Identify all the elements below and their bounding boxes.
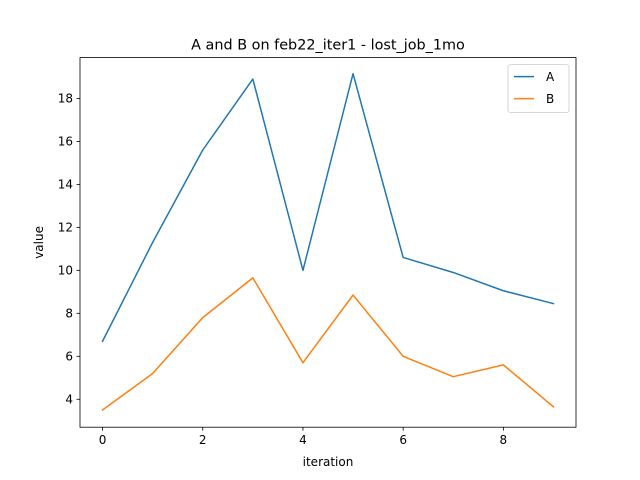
x-tick-label: 8 xyxy=(500,433,508,447)
y-tick-label: 6 xyxy=(65,350,73,364)
x-tick-label: 2 xyxy=(199,433,207,447)
legend-label-b: B xyxy=(546,92,554,106)
legend-label-a: A xyxy=(546,70,555,84)
chart-title: A and B on feb22_iter1 - lost_job_1mo xyxy=(191,38,465,54)
series-line-a xyxy=(101,72,555,343)
x-tick-label: 4 xyxy=(299,433,307,447)
legend-box xyxy=(507,64,570,113)
y-tick-label: 8 xyxy=(65,307,73,321)
y-tick-label: 14 xyxy=(58,178,73,192)
x-tick-label: 6 xyxy=(399,433,407,447)
x-axis: 0 2 4 6 8 xyxy=(99,427,507,447)
x-axis-label: iteration xyxy=(303,455,354,469)
y-tick-label: 10 xyxy=(58,264,73,278)
y-axis: 4 6 8 10 12 14 16 18 xyxy=(58,92,80,407)
y-tick-label: 12 xyxy=(58,221,73,235)
y-tick-label: 4 xyxy=(65,393,73,407)
y-tick-label: 18 xyxy=(58,92,73,106)
y-axis-label: value xyxy=(32,226,46,259)
legend: AB xyxy=(507,64,570,113)
series-line-b xyxy=(101,277,555,412)
plot-frame xyxy=(79,57,577,428)
series-layer xyxy=(101,72,555,412)
x-tick-label: 0 xyxy=(99,433,107,447)
y-tick-label: 16 xyxy=(58,135,73,149)
